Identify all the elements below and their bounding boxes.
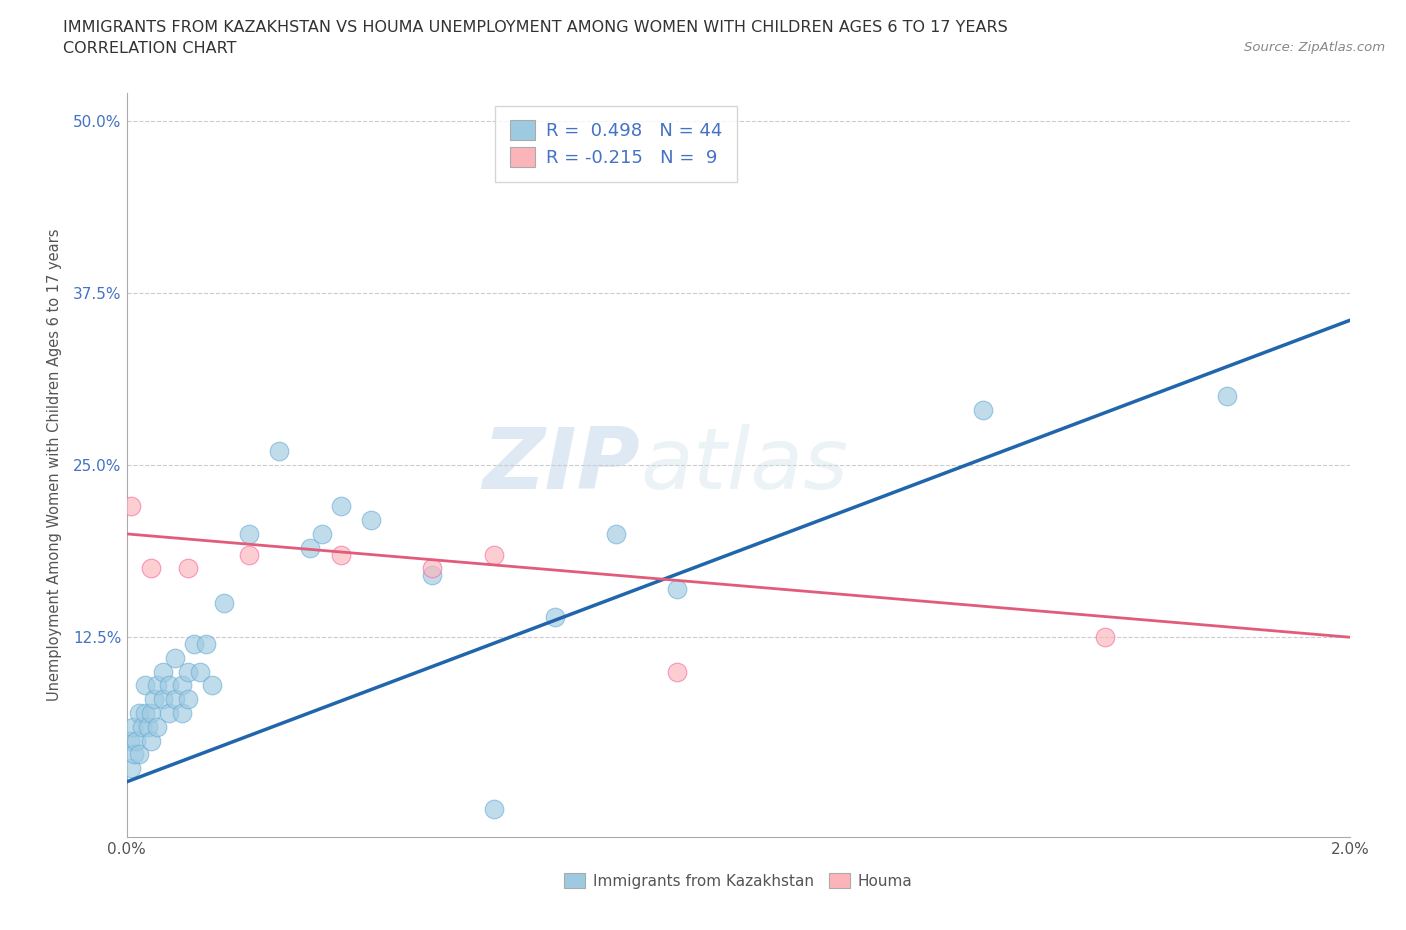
Point bbox=[422, 561, 444, 576]
Point bbox=[201, 678, 224, 693]
Point bbox=[183, 637, 205, 652]
Point bbox=[482, 547, 505, 562]
Point bbox=[165, 650, 187, 665]
Point bbox=[118, 733, 141, 748]
Point bbox=[122, 747, 145, 762]
Legend: Immigrants from Kazakhstan, Houma: Immigrants from Kazakhstan, Houma bbox=[555, 866, 921, 897]
Point bbox=[605, 526, 627, 541]
Point bbox=[177, 561, 200, 576]
Point bbox=[136, 719, 159, 734]
Text: ZIP: ZIP bbox=[482, 423, 640, 507]
Point bbox=[177, 664, 200, 679]
Point bbox=[1094, 630, 1116, 644]
Point bbox=[146, 678, 169, 693]
Point bbox=[238, 547, 260, 562]
Point bbox=[329, 547, 352, 562]
Point bbox=[666, 664, 689, 679]
Text: IMMIGRANTS FROM KAZAKHSTAN VS HOUMA UNEMPLOYMENT AMONG WOMEN WITH CHILDREN AGES : IMMIGRANTS FROM KAZAKHSTAN VS HOUMA UNEM… bbox=[63, 20, 1008, 35]
Point bbox=[666, 581, 689, 596]
Point bbox=[360, 512, 382, 527]
Point bbox=[238, 526, 260, 541]
Point bbox=[139, 733, 162, 748]
Y-axis label: Unemployment Among Women with Children Ages 6 to 17 years: Unemployment Among Women with Children A… bbox=[46, 229, 62, 701]
Point bbox=[170, 678, 193, 693]
Point bbox=[152, 664, 174, 679]
Point bbox=[152, 692, 174, 707]
Point bbox=[165, 692, 187, 707]
Point bbox=[134, 706, 156, 721]
Point bbox=[188, 664, 211, 679]
Point bbox=[131, 719, 153, 734]
Point bbox=[177, 692, 200, 707]
Point bbox=[157, 678, 180, 693]
Point bbox=[482, 802, 505, 817]
Point bbox=[157, 706, 180, 721]
Point bbox=[195, 637, 218, 652]
Point bbox=[125, 733, 148, 748]
Point bbox=[128, 706, 150, 721]
Point bbox=[543, 609, 565, 624]
Text: atlas: atlas bbox=[640, 423, 848, 507]
Point bbox=[146, 719, 169, 734]
Point bbox=[269, 444, 291, 458]
Point bbox=[311, 526, 333, 541]
Point bbox=[134, 678, 156, 693]
Point bbox=[1216, 389, 1239, 404]
Text: CORRELATION CHART: CORRELATION CHART bbox=[63, 41, 236, 56]
Point bbox=[121, 719, 143, 734]
Point bbox=[170, 706, 193, 721]
Text: Source: ZipAtlas.com: Source: ZipAtlas.com bbox=[1244, 41, 1385, 54]
Point bbox=[128, 747, 150, 762]
Point bbox=[120, 761, 142, 776]
Point bbox=[299, 540, 322, 555]
Point bbox=[422, 568, 444, 583]
Point bbox=[139, 706, 162, 721]
Point bbox=[214, 595, 236, 610]
Point bbox=[972, 403, 994, 418]
Point bbox=[139, 561, 162, 576]
Point bbox=[143, 692, 166, 707]
Point bbox=[120, 498, 142, 513]
Point bbox=[329, 498, 352, 513]
